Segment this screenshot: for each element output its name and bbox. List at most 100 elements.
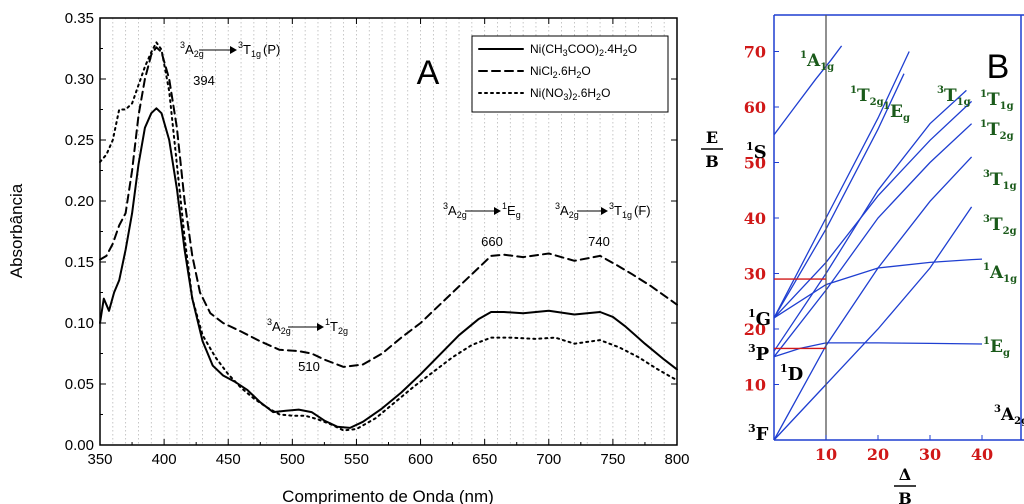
term-multiplicity: 3 <box>748 342 756 355</box>
term-subscript: 1g <box>1003 181 1017 192</box>
term-letter: T <box>990 215 1003 235</box>
legend-text: ) <box>568 86 572 100</box>
term-multiplicity: 1 <box>983 336 990 347</box>
multiplicity-superscript: 3 <box>443 201 448 211</box>
legend-text: .4H <box>604 42 623 56</box>
transition-from: 3A2g <box>443 201 467 220</box>
term-letter: F <box>756 424 769 445</box>
transition-arrowhead <box>317 323 324 331</box>
energy-level-curve <box>773 123 973 358</box>
transition-wavelength: 510 <box>298 359 320 374</box>
x-tick-label: 400 <box>152 451 177 468</box>
term-subscript: 1g <box>251 49 261 59</box>
b-x-tick-label: 40 <box>971 445 993 464</box>
y-tick-label: 0.05 <box>65 376 94 393</box>
term-multiplicity: 3 <box>937 85 944 96</box>
term-subscript: g <box>516 210 521 220</box>
multiplicity-superscript: 3 <box>238 40 243 50</box>
term-multiplicity: 1 <box>780 362 788 375</box>
right-term-label: 1Eg <box>883 101 910 124</box>
transition-wavelength: 740 <box>588 234 610 249</box>
x-tick-label: 550 <box>344 451 369 468</box>
right-term-label: 1A1g <box>983 262 1017 285</box>
term-multiplicity: 1 <box>883 101 890 112</box>
legend-text: O <box>581 64 590 78</box>
energy-level-curve <box>773 73 905 319</box>
legend-text: .6H <box>558 64 577 78</box>
y-tick-label: 0.35 <box>65 10 94 27</box>
term-letter: T <box>987 90 1000 110</box>
b-x-tick-label: 20 <box>867 445 889 464</box>
energy-level-curve <box>773 89 967 352</box>
b-y-tick-label: 20 <box>744 320 766 339</box>
legend-subscript: 2 <box>599 48 604 58</box>
panel-b-ticks: 10 20 30 40 50 60 70 10 20 30 40 <box>744 43 993 465</box>
right-term-label: 1A1g <box>800 50 834 73</box>
term-symbol: A <box>185 42 194 57</box>
energy-level-curve <box>773 258 983 319</box>
term-subscript: g <box>1003 348 1010 359</box>
energy-level-curve <box>773 45 843 136</box>
term-multiplicity: 1 <box>748 307 756 320</box>
b-x-tick-label: 30 <box>919 445 941 464</box>
b-x-tick-label: 10 <box>815 445 837 464</box>
legend-text: COO) <box>568 42 599 56</box>
term-letter: A <box>806 51 821 71</box>
term-letter: P <box>756 344 770 365</box>
term-letter: E <box>990 337 1003 357</box>
b-y-tick-label: 10 <box>744 376 766 395</box>
right-term-label: 1T2g <box>980 119 1014 142</box>
term-tail: (P) <box>263 42 280 57</box>
x-tick-label: 650 <box>472 451 497 468</box>
energy-level-curve <box>773 100 973 319</box>
panel-b-x-axis-title: Δ B <box>894 465 916 504</box>
right-term-label: 1T1g <box>980 89 1014 112</box>
term-subscript: 1g <box>622 210 632 220</box>
transition-wavelength: 394 <box>193 73 215 88</box>
panel-b-label: B <box>987 48 1010 86</box>
term-tail: (F) <box>634 203 651 218</box>
transition-to: 3T1g (F) <box>609 201 651 220</box>
term-multiplicity: 1 <box>800 50 807 61</box>
legend-text: O <box>628 42 637 56</box>
x-tick-label: 700 <box>536 451 561 468</box>
transition-wavelength: 660 <box>481 234 503 249</box>
term-multiplicity: 3 <box>994 404 1001 415</box>
y-tick-label: 0.25 <box>65 132 94 149</box>
legend-text: NiCl <box>530 64 553 78</box>
panel-a-y-axis-title: Absorbância <box>7 183 26 278</box>
legend-subscript: 2 <box>623 48 628 58</box>
legend-subscript: 3 <box>563 48 568 58</box>
term-letter: T <box>990 170 1003 190</box>
b-y-tick-label: 40 <box>744 209 766 228</box>
right-term-label: 1Eg <box>983 336 1010 359</box>
panel-a-x-axis-title: Comprimento de Onda (nm) <box>282 487 494 504</box>
term-multiplicity: 1 <box>980 119 987 130</box>
term-symbol: T <box>243 42 251 57</box>
multiplicity-superscript: 3 <box>609 201 614 211</box>
term-subscript: 2g <box>338 326 348 336</box>
term-subscript: 2g <box>194 49 204 59</box>
legend-text: Ni(NO <box>530 86 563 100</box>
series-line-dotted <box>99 41 678 432</box>
legend-text: Ni(CH <box>530 42 563 56</box>
multiplicity-superscript: 1 <box>325 317 330 327</box>
multiplicity-superscript: 1 <box>502 201 507 211</box>
b-y-tick-label: 50 <box>744 154 766 173</box>
series-line-dashed <box>99 46 678 368</box>
term-subscript: 2g <box>457 210 467 220</box>
term-letter: D <box>788 364 804 385</box>
term-symbol: A <box>272 319 281 334</box>
term-subscript: 1g <box>1003 274 1017 285</box>
term-multiplicity: 3 <box>983 214 990 225</box>
transition-annotation: 3A2g 1Eg 660 <box>443 201 521 249</box>
left-term-label: 3F <box>748 422 769 445</box>
x-tick-label: 500 <box>280 451 305 468</box>
fraction-denominator: B <box>898 489 912 504</box>
